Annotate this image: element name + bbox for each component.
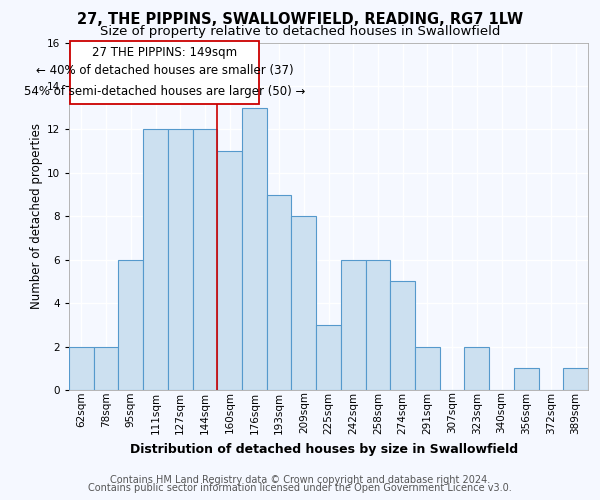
Bar: [217, 151, 242, 390]
Bar: [292, 216, 316, 390]
Bar: [415, 346, 440, 390]
Text: Distribution of detached houses by size in Swallowfield: Distribution of detached houses by size …: [130, 442, 518, 456]
Text: Contains HM Land Registry data © Crown copyright and database right 2024.: Contains HM Land Registry data © Crown c…: [110, 475, 490, 485]
Bar: [69, 346, 94, 390]
Bar: [563, 368, 588, 390]
Text: Size of property relative to detached houses in Swallowfield: Size of property relative to detached ho…: [100, 25, 500, 38]
Text: Contains public sector information licensed under the Open Government Licence v3: Contains public sector information licen…: [88, 483, 512, 493]
Bar: [514, 368, 539, 390]
Bar: [168, 130, 193, 390]
Bar: [267, 194, 292, 390]
Bar: [118, 260, 143, 390]
Bar: [193, 130, 217, 390]
Bar: [464, 346, 489, 390]
Bar: [390, 282, 415, 390]
Text: ← 40% of detached houses are smaller (37): ← 40% of detached houses are smaller (37…: [36, 64, 293, 77]
Text: 27, THE PIPPINS, SWALLOWFIELD, READING, RG7 1LW: 27, THE PIPPINS, SWALLOWFIELD, READING, …: [77, 12, 523, 28]
Bar: [341, 260, 365, 390]
Text: 54% of semi-detached houses are larger (50) →: 54% of semi-detached houses are larger (…: [24, 85, 305, 98]
Text: 27 THE PIPPINS: 149sqm: 27 THE PIPPINS: 149sqm: [92, 46, 238, 59]
Y-axis label: Number of detached properties: Number of detached properties: [29, 123, 43, 309]
Bar: [316, 325, 341, 390]
Bar: [143, 130, 168, 390]
Bar: [94, 346, 118, 390]
Bar: [70, 42, 259, 104]
Bar: [242, 108, 267, 390]
Bar: [365, 260, 390, 390]
